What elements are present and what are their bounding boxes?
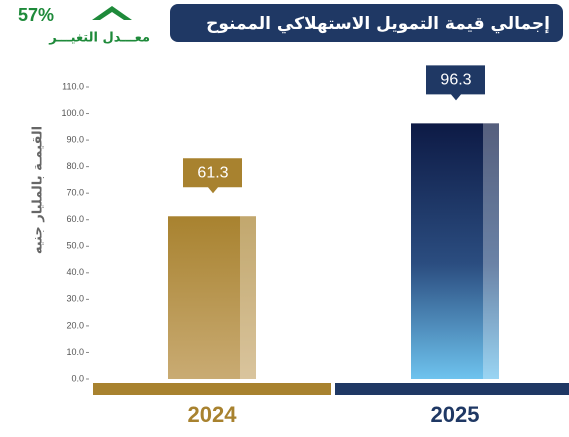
y-tick-label: 50.0 bbox=[66, 241, 84, 251]
y-tick-label: 0.0 bbox=[71, 373, 84, 383]
chart-title: إجمالي قيمة التمويل الاستهلاكي الممنوح bbox=[206, 14, 550, 34]
bar bbox=[411, 123, 499, 379]
y-axis-label: القيمـة بالمليار جنيه bbox=[31, 126, 46, 254]
y-tick-label: 80.0 bbox=[66, 161, 84, 171]
base-bar bbox=[93, 383, 331, 395]
y-tick-label: 60.0 bbox=[66, 214, 84, 224]
value-label: 61.3 bbox=[197, 164, 228, 181]
y-tick-label: 40.0 bbox=[66, 267, 84, 277]
x-tick-label: 2025 bbox=[431, 402, 480, 427]
y-tick-label: 70.0 bbox=[66, 188, 84, 198]
value-callout bbox=[183, 158, 242, 194]
bar-highlight bbox=[240, 216, 256, 379]
y-tick-label: 90.0 bbox=[66, 134, 84, 144]
title-banner bbox=[170, 4, 563, 42]
y-tick-label: 30.0 bbox=[66, 294, 84, 304]
y-tick-label: 110.0 bbox=[62, 81, 84, 91]
base-bar bbox=[335, 383, 569, 395]
y-tick-label: 10.0 bbox=[66, 347, 84, 357]
bar-highlight bbox=[483, 123, 499, 379]
x-tick-label: 2024 bbox=[188, 402, 238, 427]
up-arrow bbox=[92, 6, 132, 20]
change-value: 57% bbox=[18, 5, 54, 25]
value-callout bbox=[426, 65, 485, 101]
value-label: 96.3 bbox=[440, 72, 471, 89]
change-label: معـــدل التغيـــر bbox=[48, 31, 150, 46]
y-tick-label: 20.0 bbox=[66, 320, 84, 330]
bar bbox=[168, 216, 256, 379]
y-tick-label: 100.0 bbox=[61, 108, 84, 118]
